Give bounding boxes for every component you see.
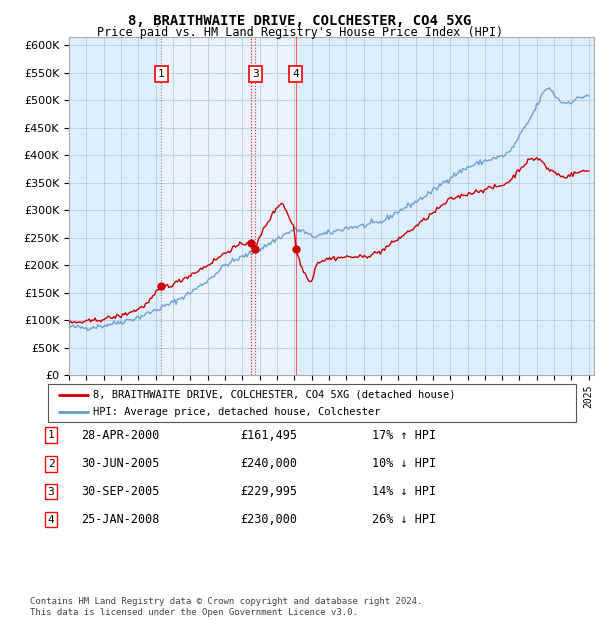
Text: 30-SEP-2005: 30-SEP-2005 [81,485,160,498]
Text: HPI: Average price, detached house, Colchester: HPI: Average price, detached house, Colc… [93,407,380,417]
Text: £240,000: £240,000 [240,458,297,470]
Bar [161,37,296,375]
FancyBboxPatch shape [48,384,576,422]
Text: 30-JUN-2005: 30-JUN-2005 [81,458,160,470]
Text: 14% ↓ HPI: 14% ↓ HPI [372,485,436,498]
Text: £230,000: £230,000 [240,513,297,526]
Text: 2: 2 [47,459,55,469]
Text: 25-JAN-2008: 25-JAN-2008 [81,513,160,526]
Text: 4: 4 [47,515,55,525]
Text: 8, BRAITHWAITE DRIVE, COLCHESTER, CO4 5XG: 8, BRAITHWAITE DRIVE, COLCHESTER, CO4 5X… [128,14,472,28]
Text: 3: 3 [252,69,259,79]
Text: £229,995: £229,995 [240,485,297,498]
Text: 1: 1 [47,430,55,440]
Text: 4: 4 [292,69,299,79]
Text: 10% ↓ HPI: 10% ↓ HPI [372,458,436,470]
Text: £161,495: £161,495 [240,429,297,441]
Text: 28-APR-2000: 28-APR-2000 [81,429,160,441]
Text: Price paid vs. HM Land Registry's House Price Index (HPI): Price paid vs. HM Land Registry's House … [97,26,503,39]
Text: 17% ↑ HPI: 17% ↑ HPI [372,429,436,441]
Text: Contains HM Land Registry data © Crown copyright and database right 2024.
This d: Contains HM Land Registry data © Crown c… [30,598,422,617]
Text: 8, BRAITHWAITE DRIVE, COLCHESTER, CO4 5XG (detached house): 8, BRAITHWAITE DRIVE, COLCHESTER, CO4 5X… [93,390,455,400]
Text: 1: 1 [158,69,165,79]
Text: 26% ↓ HPI: 26% ↓ HPI [372,513,436,526]
Text: 3: 3 [47,487,55,497]
